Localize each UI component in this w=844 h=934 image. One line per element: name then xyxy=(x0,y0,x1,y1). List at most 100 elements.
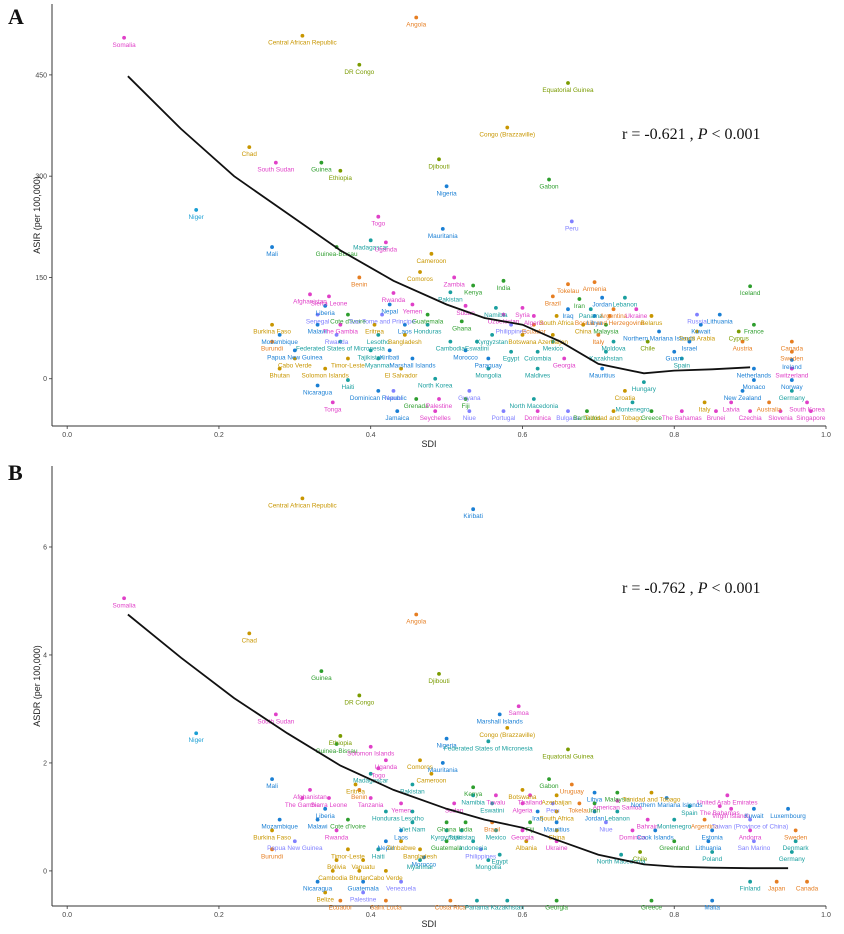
panel-b-point-label: South Africa xyxy=(539,816,574,823)
panel-a-data-point xyxy=(566,409,570,414)
panel-a-data-point xyxy=(418,270,422,274)
panel-a-point-label: Italy xyxy=(699,406,712,413)
panel-b-data-point xyxy=(710,850,715,854)
panel-a-data-point xyxy=(346,356,350,361)
panel-b-data-point xyxy=(505,725,510,730)
panel-b-point-label: Somalia xyxy=(113,602,137,609)
panel-a-point-label: The Bahamas xyxy=(662,415,702,422)
panel-b-data-point xyxy=(399,828,403,833)
panel-b-data-point xyxy=(520,828,525,833)
panel-a-data-point xyxy=(577,297,582,301)
panel-b-data-point xyxy=(793,828,798,833)
panel-b-data-point xyxy=(444,736,449,741)
panel-b-data-point xyxy=(550,801,555,806)
panel-b-data-point xyxy=(357,788,362,792)
panel-a-data-point xyxy=(346,378,350,382)
panel-a-point-label: Nauru xyxy=(385,395,403,402)
panel-a-point-label: Morocco xyxy=(453,354,478,361)
panel-a-point-label: Burkina Faso xyxy=(253,329,291,336)
panel-b-point-label: Kenya xyxy=(464,791,483,798)
panel-a-data-point xyxy=(410,302,415,307)
panel-a-data-point xyxy=(649,409,654,414)
panel-a-data-point xyxy=(437,157,441,162)
panel-b-point-label: Mexico xyxy=(486,834,507,841)
panel-b-data-point xyxy=(592,809,597,814)
panel-b-point-label: Pakistan xyxy=(400,789,425,796)
panel-b-data-point xyxy=(376,766,381,771)
panel-a-point-label: Yemen xyxy=(403,308,423,315)
panel-a-data-point xyxy=(414,15,419,20)
panel-a-data-point xyxy=(425,322,430,327)
panel-a-data-point xyxy=(376,332,381,337)
panel-a-point-label: Dominican Republic xyxy=(350,395,408,402)
panel-b-point-label: Viet Nam xyxy=(399,826,425,833)
panel-b-data-point xyxy=(710,898,715,903)
panel-a-point-label: Dominica xyxy=(524,415,551,422)
panel-b-point-label: Nigeria xyxy=(436,743,457,750)
panel-b-data-point xyxy=(368,771,373,776)
panel-a-data-point xyxy=(315,322,320,327)
panel-b-r-value: r = -0.762 , xyxy=(622,580,694,597)
panel-a-point-label: Iran xyxy=(574,303,585,310)
panel-a-point-label: Madagascar xyxy=(353,244,389,251)
panel-a-data-point xyxy=(338,322,343,327)
panel-b-data-point xyxy=(440,761,445,765)
panel-a-x-tick-label: 0.0 xyxy=(62,432,72,439)
panel-b-data-point xyxy=(383,809,388,814)
panel-a-data-point xyxy=(611,409,616,414)
panel-a-point-label: Armenia xyxy=(583,286,607,293)
panel-a-point-label: Guatemala xyxy=(412,319,444,326)
panel-b-point-label: Denmark xyxy=(783,845,810,852)
panel-b-data-point xyxy=(592,801,597,806)
panel-b-data-point xyxy=(615,809,620,814)
panel-a-data-point xyxy=(562,356,567,361)
panel-a-data-point xyxy=(531,397,536,401)
panel-a-data-point xyxy=(729,400,734,405)
panel-b-data-point xyxy=(478,847,483,852)
panel-b-data-point xyxy=(490,801,495,806)
panel-a-data-point xyxy=(592,280,597,285)
panel-a-data-point xyxy=(687,339,692,344)
panel-a-data-point xyxy=(376,214,381,219)
panel-b-data-point xyxy=(353,782,358,787)
panel-b-point-label: Eritrea xyxy=(346,789,365,796)
panel-a-data-point xyxy=(501,278,506,283)
panel-b-point-label: Jordan xyxy=(585,816,605,823)
panel-a-data-point xyxy=(319,160,324,165)
panel-a-data-point xyxy=(520,332,525,337)
panel-a-point-label: Maldives xyxy=(525,373,550,380)
panel-a-point-label: Grenada xyxy=(404,403,429,410)
panel-a-point-label: Germany xyxy=(779,395,806,402)
panel-a-point-label: Djibouti xyxy=(428,163,449,170)
panel-b-point-label: Cook Islands xyxy=(637,834,674,841)
panel-a-y-tick-label: 450 xyxy=(35,72,47,79)
panel-a-data-point xyxy=(346,312,350,317)
panel-a-data-point xyxy=(463,348,468,353)
panel-b-data-point xyxy=(368,796,373,800)
panel-b-data-point xyxy=(357,869,362,873)
panel-a-point-label: Austria xyxy=(733,346,753,353)
panel-a-point-label: Rwanda xyxy=(382,297,406,304)
panel-b-point-label: Poland xyxy=(702,856,722,863)
panel-b-x-tick-label: 0.6 xyxy=(518,912,528,919)
panel-a-data-point xyxy=(448,290,453,295)
panel-a-point-label: Haiti xyxy=(342,384,355,391)
panel-b-point-label: Ecuador xyxy=(328,905,353,912)
panel-b-data-point xyxy=(535,809,540,814)
panel-a-data-point xyxy=(357,62,362,67)
panel-b-point-label: Iraq xyxy=(532,816,543,823)
panel-a-point-label: DR Congo xyxy=(344,69,374,76)
panel-a-data-point xyxy=(550,339,555,344)
panel-a-y-axis-title: ASIR (per 100,000) xyxy=(32,176,42,254)
panel-a-point-label: Liberia xyxy=(316,310,336,317)
panel-b-data-point xyxy=(459,828,464,833)
panel-a-correlation: r = -0.621 , P < 0.001 xyxy=(622,126,761,144)
panel-a-point-label: Saudi Arabia xyxy=(679,335,716,342)
panel-a-point-label: Monaco xyxy=(743,384,766,391)
panel-b-data-point xyxy=(334,742,339,746)
panel-a-data-point xyxy=(380,312,384,317)
panel-a-point-label: Niger xyxy=(189,214,205,221)
panel-a-point-label: Chile xyxy=(640,346,655,353)
panel-b-x-tick-label: 0.8 xyxy=(669,912,679,919)
panel-b-point-label: United Arab Emirates xyxy=(697,799,757,806)
